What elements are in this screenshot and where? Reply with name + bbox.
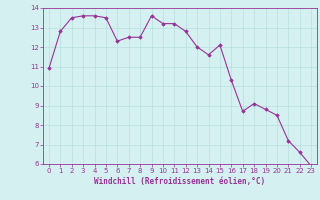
- X-axis label: Windchill (Refroidissement éolien,°C): Windchill (Refroidissement éolien,°C): [94, 177, 266, 186]
